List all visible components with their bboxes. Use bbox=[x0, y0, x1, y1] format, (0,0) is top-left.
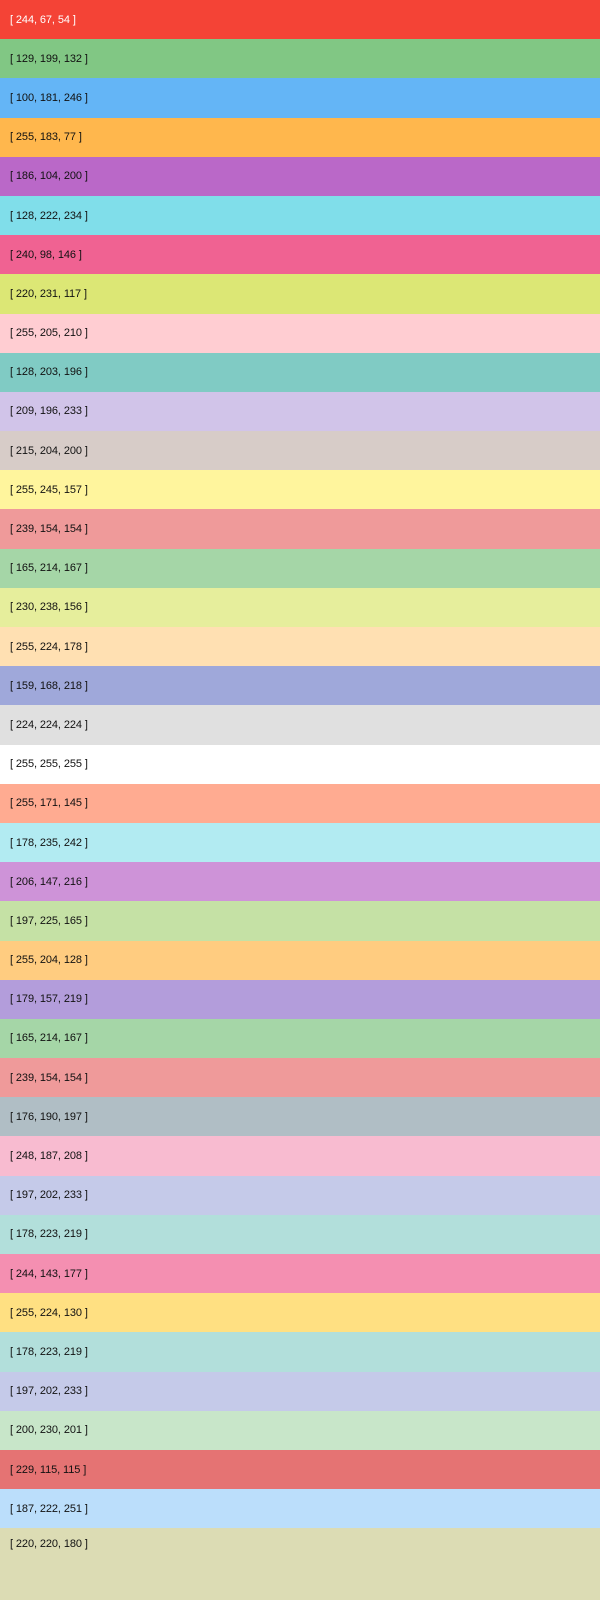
color-swatch: [ 255, 255, 255 ] bbox=[0, 744, 600, 784]
color-swatch: [ 229, 115, 115 ] bbox=[0, 1449, 600, 1490]
color-swatch: [ 200, 230, 201 ] bbox=[0, 1410, 600, 1450]
color-swatch: [ 220, 220, 180 ] bbox=[0, 1528, 600, 1600]
swatch-rgb-label: [ 209, 196, 233 ] bbox=[10, 405, 88, 418]
color-swatch: [ 197, 225, 165 ] bbox=[0, 901, 600, 941]
color-swatch: [ 244, 143, 177 ] bbox=[0, 1254, 600, 1294]
swatch-rgb-label: [ 255, 205, 210 ] bbox=[10, 327, 88, 340]
swatch-rgb-label: [ 255, 183, 77 ] bbox=[10, 131, 82, 144]
swatch-rgb-label: [ 159, 168, 218 ] bbox=[10, 679, 88, 692]
swatch-rgb-label: [ 230, 238, 156 ] bbox=[10, 601, 88, 614]
swatch-rgb-label: [ 255, 224, 130 ] bbox=[10, 1306, 88, 1319]
color-swatch: [ 128, 222, 234 ] bbox=[0, 195, 600, 236]
color-swatch: [ 209, 196, 233 ] bbox=[0, 391, 600, 432]
swatch-rgb-label: [ 248, 187, 208 ] bbox=[10, 1150, 88, 1163]
swatch-rgb-label: [ 187, 222, 251 ] bbox=[10, 1502, 88, 1515]
swatch-rgb-label: [ 178, 223, 219 ] bbox=[10, 1345, 88, 1358]
color-swatch: [ 187, 222, 251 ] bbox=[0, 1489, 600, 1529]
swatch-rgb-label: [ 165, 214, 167 ] bbox=[10, 562, 88, 575]
swatch-rgb-label: [ 220, 220, 180 ] bbox=[10, 1538, 88, 1551]
swatch-rgb-label: [ 128, 203, 196 ] bbox=[10, 366, 88, 379]
color-swatch: [ 255, 224, 178 ] bbox=[0, 627, 600, 667]
color-swatch: [ 197, 202, 233 ] bbox=[0, 1175, 600, 1215]
color-swatch: [ 179, 157, 219 ] bbox=[0, 979, 600, 1019]
color-swatch: [ 230, 238, 156 ] bbox=[0, 587, 600, 627]
swatch-rgb-label: [ 197, 202, 233 ] bbox=[10, 1385, 88, 1398]
color-swatch: [ 197, 202, 233 ] bbox=[0, 1371, 600, 1411]
swatch-rgb-label: [ 165, 214, 167 ] bbox=[10, 1032, 88, 1045]
color-swatch: [ 206, 147, 216 ] bbox=[0, 862, 600, 902]
color-swatch: [ 176, 190, 197 ] bbox=[0, 1097, 600, 1137]
color-swatch: [ 165, 214, 167 ] bbox=[0, 548, 600, 588]
color-swatch: [ 165, 214, 167 ] bbox=[0, 1018, 600, 1059]
color-swatch: [ 255, 204, 128 ] bbox=[0, 940, 600, 980]
swatch-rgb-label: [ 100, 181, 246 ] bbox=[10, 91, 88, 104]
swatch-rgb-label: [ 239, 154, 154 ] bbox=[10, 1071, 88, 1084]
swatch-rgb-label: [ 255, 245, 157 ] bbox=[10, 483, 88, 496]
color-swatch: [ 159, 168, 218 ] bbox=[0, 666, 600, 706]
swatch-rgb-label: [ 178, 235, 242 ] bbox=[10, 836, 88, 849]
swatch-rgb-label: [ 176, 190, 197 ] bbox=[10, 1110, 88, 1123]
color-swatch: [ 220, 231, 117 ] bbox=[0, 274, 600, 314]
swatch-rgb-label: [ 255, 204, 128 ] bbox=[10, 954, 88, 967]
swatch-rgb-label: [ 206, 147, 216 ] bbox=[10, 875, 88, 888]
swatch-rgb-label: [ 244, 67, 54 ] bbox=[10, 13, 76, 26]
swatch-rgb-label: [ 220, 231, 117 ] bbox=[10, 287, 87, 300]
color-swatch: [ 128, 203, 196 ] bbox=[0, 352, 600, 392]
swatch-rgb-label: [ 224, 224, 224 ] bbox=[10, 718, 88, 731]
color-swatch: [ 255, 183, 77 ] bbox=[0, 117, 600, 157]
swatch-rgb-label: [ 255, 255, 255 ] bbox=[10, 758, 88, 771]
swatch-rgb-label: [ 240, 98, 146 ] bbox=[10, 248, 82, 261]
color-swatch: [ 186, 104, 200 ] bbox=[0, 156, 600, 196]
swatch-rgb-label: [ 244, 143, 177 ] bbox=[10, 1267, 88, 1280]
swatch-rgb-label: [ 229, 115, 115 ] bbox=[10, 1463, 87, 1476]
color-swatch: [ 244, 67, 54 ] bbox=[0, 0, 600, 40]
color-swatch: [ 129, 199, 132 ] bbox=[0, 39, 600, 79]
color-swatch: [ 255, 245, 157 ] bbox=[0, 470, 600, 510]
color-swatch: [ 224, 224, 224 ] bbox=[0, 705, 600, 745]
swatch-rgb-label: [ 215, 204, 200 ] bbox=[10, 444, 88, 457]
swatch-rgb-label: [ 197, 202, 233 ] bbox=[10, 1189, 88, 1202]
swatch-rgb-label: [ 239, 154, 154 ] bbox=[10, 523, 88, 536]
color-swatch: [ 255, 205, 210 ] bbox=[0, 313, 600, 353]
color-swatch: [ 178, 223, 219 ] bbox=[0, 1214, 600, 1254]
swatch-rgb-label: [ 129, 199, 132 ] bbox=[10, 52, 88, 65]
swatch-rgb-label: [ 178, 223, 219 ] bbox=[10, 1228, 88, 1241]
color-swatch: [ 248, 187, 208 ] bbox=[0, 1136, 600, 1176]
color-swatch: [ 255, 224, 130 ] bbox=[0, 1293, 600, 1333]
color-swatch: [ 215, 204, 200 ] bbox=[0, 431, 600, 471]
color-swatch: [ 240, 98, 146 ] bbox=[0, 235, 600, 275]
swatch-rgb-label: [ 255, 171, 145 ] bbox=[10, 797, 88, 810]
swatch-rgb-label: [ 197, 225, 165 ] bbox=[10, 914, 88, 927]
color-swatch: [ 100, 181, 246 ] bbox=[0, 78, 600, 118]
swatch-rgb-label: [ 128, 222, 234 ] bbox=[10, 209, 88, 222]
color-swatch: [ 239, 154, 154 ] bbox=[0, 509, 600, 549]
color-swatch: [ 239, 154, 154 ] bbox=[0, 1058, 600, 1098]
swatch-rgb-label: [ 255, 224, 178 ] bbox=[10, 640, 88, 653]
swatch-rgb-label: [ 200, 230, 201 ] bbox=[10, 1424, 88, 1437]
color-swatch: [ 255, 171, 145 ] bbox=[0, 783, 600, 823]
swatch-rgb-label: [ 179, 157, 219 ] bbox=[10, 993, 88, 1006]
color-swatch: [ 178, 223, 219 ] bbox=[0, 1332, 600, 1372]
color-swatch: [ 178, 235, 242 ] bbox=[0, 822, 600, 863]
swatch-rgb-label: [ 186, 104, 200 ] bbox=[10, 170, 88, 183]
